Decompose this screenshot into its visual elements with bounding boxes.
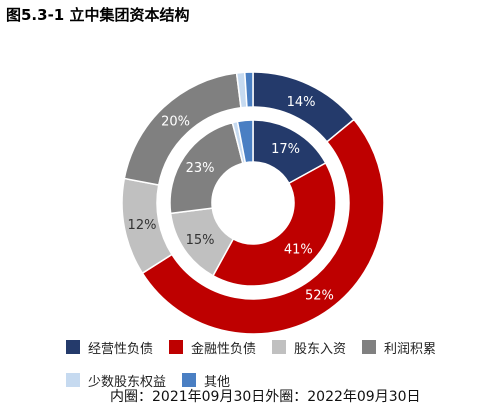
legend-row-1: 经营性负债 金融性负债 股东入资 利润积累 [66,336,476,358]
legend-item-financial-liabilities: 金融性负债 [169,338,256,357]
legend-label-operating-liabilities: 经营性负债 [88,341,154,357]
legend-item-operating-liabilities: 经营性负债 [66,338,153,357]
inner-ring [169,119,337,287]
outer-label-financial-liabilities: 52% [305,288,334,303]
legend-swatch-other [182,373,197,387]
outer-slice-other [243,71,254,108]
legend-label-retained-profit: 利润积累 [384,341,437,357]
legend-label-financial-liabilities: 金融性负债 [191,341,257,357]
capital-structure-donut-chart: 17% 41% 15% 23% 14% 52% 12% 20% [121,71,385,335]
legend-swatch-financial-liabilities [169,340,184,354]
outer-ring [121,71,385,335]
legend-label-minority-interest: 少数股东权益 [88,374,167,390]
chart-title: 图5.3-1 立中集团资本结构 [6,6,190,24]
inner-slice-other [236,119,254,164]
legend-label-other: 其他 [204,374,231,390]
legend-swatch-operating-liabilities [66,340,80,354]
outer-label-retained-profit: 20% [161,115,190,130]
legend-item-minority-interest: 少数股东权益 [66,371,166,390]
legend-swatch-retained-profit [362,340,377,354]
legend-swatch-shareholder-capital [272,340,287,354]
legend-row-2: 少数股东权益 其他 [66,369,476,391]
legend-swatch-minority-interest [66,373,80,387]
legend-item-other: 其他 [182,371,230,390]
ring-labels: 17% 41% 15% 23% 14% 52% 12% 20% [128,95,334,304]
inner-label-shareholder-capital: 15% [186,233,215,248]
ring-period-note: 内圈：2021年09月30日外圈：2022年09月30日 [110,389,421,405]
outer-label-operating-liabilities: 14% [287,95,316,110]
outer-slice-financial-liabilities [141,118,385,335]
inner-slice-financial-liabilities [211,161,337,287]
inner-label-financial-liabilities: 41% [284,242,313,257]
inner-label-operating-liabilities: 17% [271,142,300,157]
legend-label-shareholder-capital: 股东入资 [294,341,347,357]
legend-item-retained-profit: 利润积累 [362,338,436,357]
chart-legend: 经营性负债 金融性负债 股东入资 利润积累 少数股东权益 其他 [66,336,476,402]
legend-item-shareholder-capital: 股东入资 [272,338,346,357]
inner-label-retained-profit: 23% [186,161,215,176]
outer-label-shareholder-capital: 12% [128,218,157,233]
